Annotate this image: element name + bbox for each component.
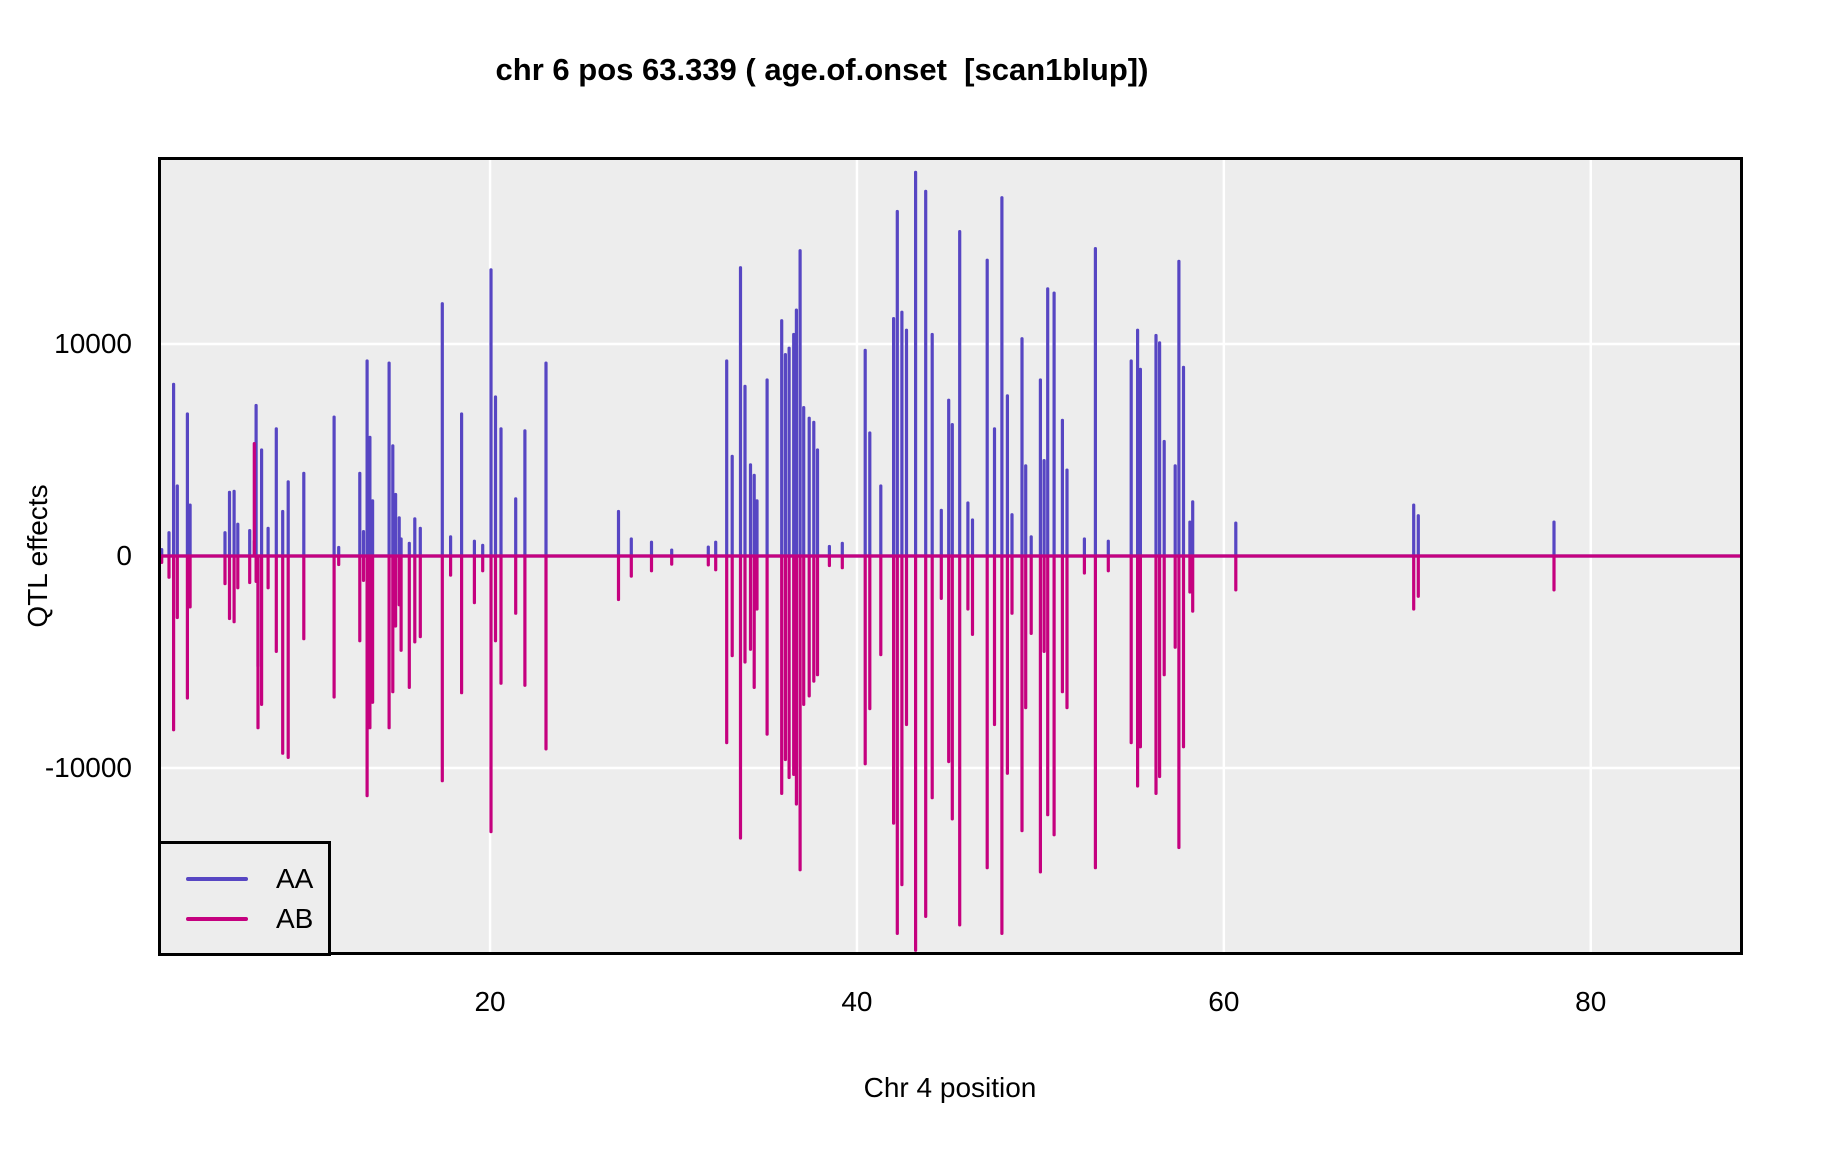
legend-entry-aa: AA <box>161 859 328 899</box>
y-tick-label: 0 <box>116 540 132 571</box>
plot-area <box>158 157 1743 955</box>
aa-line-swatch <box>186 876 248 881</box>
x-tick-label: 80 <box>1575 986 1607 1017</box>
chart-title: chr 6 pos 63.339 ( age.of.onset [scan1bl… <box>495 52 1149 87</box>
y-tick-label: -10000 <box>44 752 132 783</box>
x-tick-label: 60 <box>1208 986 1240 1017</box>
x-tick-label: 20 <box>474 986 506 1017</box>
qtl-effects-plot <box>158 157 1743 955</box>
ab-effect-series <box>158 442 1743 952</box>
plot-border <box>158 157 1743 955</box>
y-tick-label: 10000 <box>54 327 132 359</box>
legend-label-ab: AB <box>276 902 314 934</box>
legend-label-aa: AA <box>276 862 314 894</box>
x-tick-label: 40 <box>841 986 873 1017</box>
x-axis-label: Chr 4 position <box>863 1072 1037 1103</box>
legend-entry-ab: AB <box>161 899 328 939</box>
legend: AA AB <box>158 841 331 956</box>
ab-line-swatch <box>186 916 248 921</box>
